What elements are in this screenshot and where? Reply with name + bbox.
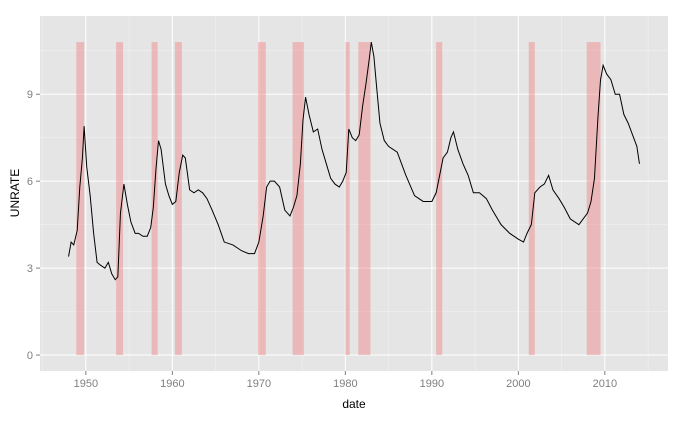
recession-band xyxy=(436,42,443,356)
major-gridlines xyxy=(40,16,668,371)
y-axis-title: UNRATE xyxy=(8,169,22,217)
recession-band xyxy=(116,42,124,356)
recession-band xyxy=(174,42,182,356)
recession-band xyxy=(528,42,535,356)
recession-band xyxy=(257,42,266,356)
x-axis-ticks: 1950 1960 1970 1980 1990 2000 2010 xyxy=(74,371,617,390)
unrate-line xyxy=(68,41,640,281)
recession-band xyxy=(151,42,158,356)
y-axis-ticks: 0 3 6 9 xyxy=(27,89,40,362)
y-tick-label: 9 xyxy=(27,89,33,101)
x-tick-label: 1970 xyxy=(247,378,271,390)
x-tick-label: 1990 xyxy=(420,378,444,390)
minor-gridlines xyxy=(40,16,668,371)
recession-band xyxy=(345,42,350,356)
x-tick-label: 1950 xyxy=(74,378,98,390)
recession-band xyxy=(76,42,85,356)
x-axis-title: date xyxy=(342,397,366,411)
recession-band xyxy=(586,42,601,356)
y-tick-label: 3 xyxy=(27,263,33,275)
plot-panel xyxy=(40,16,668,371)
y-tick-label: 6 xyxy=(27,176,33,188)
recession-band xyxy=(292,42,304,356)
x-tick-label: 1960 xyxy=(160,378,184,390)
recession-band xyxy=(358,42,371,356)
recession-bands xyxy=(76,42,601,356)
x-tick-label: 1980 xyxy=(333,378,357,390)
x-tick-label: 2000 xyxy=(506,378,530,390)
y-tick-label: 0 xyxy=(27,350,33,362)
x-tick-label: 2010 xyxy=(593,378,617,390)
